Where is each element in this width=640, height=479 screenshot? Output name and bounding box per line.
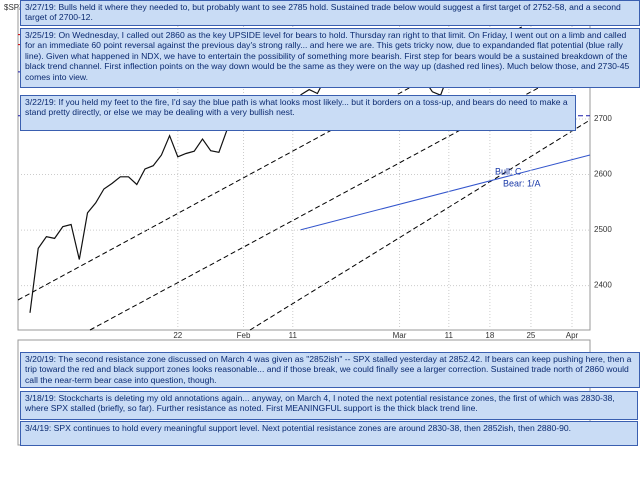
y-tick-label: 2600 [594,170,612,179]
blue-rally-line [299,154,591,231]
x-tick-label: Feb [237,331,251,340]
wave-label: Bull: C [495,166,522,176]
annotation-box: 3/20/19: The second resistance zone disc… [20,352,640,388]
trend-line [17,0,573,301]
y-tick-label: 2400 [594,281,612,290]
annotation-box: 3/25/19: On Wednesday, I called out 2860… [20,28,640,88]
annotation-box: 3/4/19: SPX continues to hold every mean… [20,421,638,446]
x-tick-label: Apr [566,331,579,340]
chart-title: $SPX [4,3,25,12]
annotation-box: 3/22/19: If you held my feet to the fire… [20,95,576,131]
y-tick-label: 2700 [594,114,612,123]
annotation-box: 3/18/19: Stockcharts is deleting my old … [20,391,638,420]
x-tick-label: 22 [173,331,182,340]
annotation-box: 3/27/19: Bulls held it where they needed… [20,0,640,26]
x-tick-label: 25 [526,331,535,340]
x-tick-label: 18 [485,331,494,340]
y-tick-label: 2500 [594,225,612,234]
trend-line [249,119,591,331]
x-tick-label: 11 [445,331,454,340]
x-tick-label: 11 [289,331,298,340]
x-tick-label: Mar [393,331,407,340]
wave-label: Bear: 1/A [503,178,541,188]
